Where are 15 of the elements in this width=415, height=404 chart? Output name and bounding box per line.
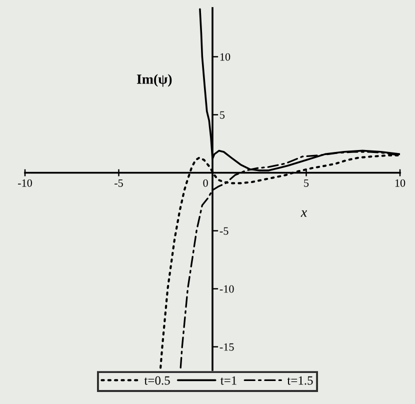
x-tick-label: 5	[304, 179, 309, 187]
x-tick-label: -5	[114, 179, 123, 187]
legend-label: t=1	[220, 376, 236, 385]
y-tick-label: -10	[220, 285, 234, 293]
y-tick-label: -15	[220, 343, 234, 351]
x-tick-label: -10	[18, 179, 32, 187]
x-tick-label: 0	[203, 179, 208, 187]
legend-label: t=0.5	[144, 376, 170, 385]
y-tick-label: -5	[220, 227, 228, 235]
legend-label: t=1.5	[287, 376, 313, 385]
x-axis-title: x	[300, 210, 307, 217]
x-tick-label: 10	[395, 179, 406, 187]
y-tick-label: 5	[220, 111, 225, 119]
y-tick-label: 10	[220, 53, 230, 61]
y-axis-title: Im(ψ)	[136, 74, 172, 87]
